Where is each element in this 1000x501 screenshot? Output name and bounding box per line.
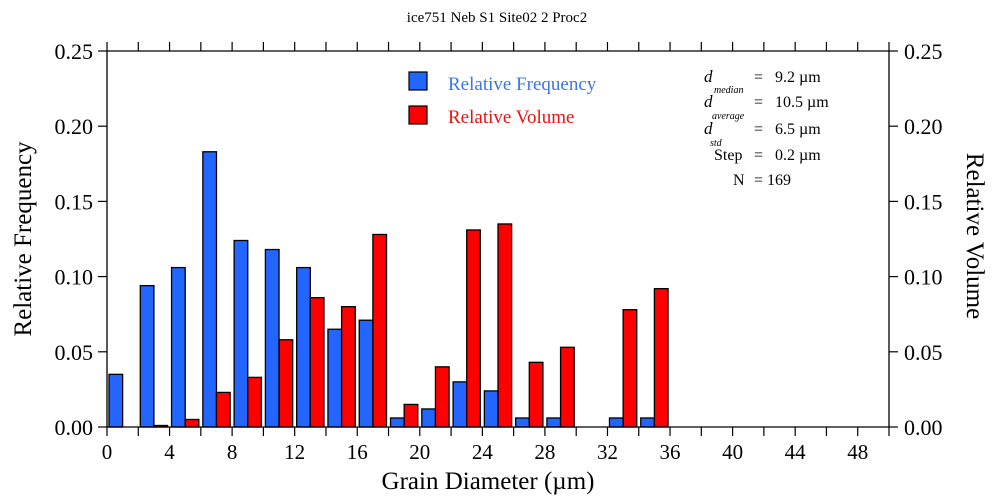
frequency-bar [452, 381, 468, 428]
frequency-bar [327, 328, 343, 428]
x-axis-label: Grain Diameter (µm) [382, 468, 595, 495]
x-tick-label: 36 [660, 440, 681, 464]
legend-swatch-volume [408, 105, 428, 125]
stat-average-symbol: d [704, 92, 713, 111]
bars-layer [108, 151, 669, 428]
x-tick-label: 20 [409, 440, 430, 464]
y2-tick-label: 0.10 [904, 265, 943, 290]
volume-bar [278, 339, 294, 428]
x-tick-label: 12 [284, 440, 305, 464]
frequency-bar [640, 417, 656, 428]
x-tick-label: 28 [534, 440, 555, 464]
stat-n-symbol: N [733, 172, 745, 189]
frequency-bar [514, 417, 530, 428]
stat-median-value: 9.2 µm [775, 69, 821, 86]
frequency-bar [546, 417, 562, 428]
y-axis-label: Relative Frequency [10, 141, 37, 337]
y-tick-label: 0.10 [55, 265, 94, 290]
legend-label-volume: Relative Volume [448, 107, 574, 128]
frequency-bar [139, 284, 155, 428]
stat-std-eq: = [754, 121, 763, 138]
y2-tick-label: 0.15 [904, 189, 943, 214]
x-tick-label: 0 [102, 440, 113, 464]
y-tick-label: 0.20 [55, 114, 94, 139]
legend: Relative Frequency Relative Volume [408, 71, 597, 128]
frequency-bar [389, 417, 405, 428]
y2-tick-label: 0.00 [904, 415, 943, 440]
volume-bar [215, 391, 231, 428]
x-tick-label: 16 [347, 440, 368, 464]
x-tick-label: 48 [847, 440, 868, 464]
volume-bar [403, 403, 419, 428]
stat-step-eq: = [754, 147, 763, 164]
frequency-bar [264, 248, 280, 428]
volume-bar [434, 366, 450, 428]
frequency-bar [608, 417, 624, 428]
stat-median-eq: = [754, 69, 763, 86]
frequency-bar [202, 151, 218, 428]
volume-bar [247, 376, 263, 428]
x-tick-label: 4 [164, 440, 175, 464]
axes-layer: 0 4 8 12 16 20 24 28 32 36 40 44 480.00 0.000.05 0.050… [55, 39, 943, 464]
frequency-bar [170, 266, 186, 428]
stats-box: d median = 9.2 µm d average = 10.5 µm d … [704, 67, 829, 189]
frequency-bar [421, 408, 437, 428]
volume-bar [528, 361, 544, 428]
volume-bar [622, 309, 638, 428]
x-tick-label: 8 [227, 440, 238, 464]
stat-std-symbol: d [704, 119, 713, 138]
volume-bar [653, 287, 669, 428]
volume-bar [466, 229, 482, 428]
stat-step-value: 0.2 µm [775, 147, 821, 164]
frequency-bar [296, 266, 311, 428]
volume-bar [497, 223, 513, 428]
legend-label-frequency: Relative Frequency [448, 74, 597, 95]
stat-average-subscript: average [712, 111, 745, 122]
x-tick-label: 32 [597, 440, 618, 464]
y-tick-label: 0.25 [55, 39, 94, 64]
frequency-bar [483, 390, 499, 428]
stat-n-eq: = [754, 172, 763, 189]
volume-bar [184, 418, 200, 428]
stat-average-eq: = [754, 94, 763, 111]
frequency-bar [108, 373, 124, 428]
stat-std-value: 6.5 µm [775, 121, 821, 138]
volume-bar [559, 346, 575, 428]
y2-tick-label: 0.20 [904, 114, 943, 139]
frequency-bar [358, 319, 374, 428]
y2-axis-label: Relative Volume [961, 153, 988, 319]
legend-swatch-frequency [408, 71, 428, 91]
stat-median-subscript: median [714, 85, 743, 96]
stat-step-symbol: Step [714, 147, 742, 164]
stat-median-symbol: d [704, 67, 713, 86]
volume-bar [309, 297, 325, 428]
y2-tick-label: 0.25 [904, 39, 943, 64]
x-tick-label: 44 [785, 440, 807, 464]
chart-title: ice751 Neb S1 Site02 2 Proc2 [407, 10, 587, 26]
stat-average-value: 10.5 µm [775, 94, 829, 111]
x-tick-label: 40 [722, 440, 743, 464]
volume-bar [340, 306, 356, 428]
x-tick-label: 24 [472, 440, 494, 464]
stat-n-value: 169 [767, 172, 791, 189]
y2-tick-label: 0.05 [904, 340, 943, 365]
y-tick-label: 0.00 [55, 415, 94, 440]
y-tick-label: 0.15 [55, 189, 94, 214]
volume-bar [372, 233, 388, 428]
y-tick-label: 0.05 [55, 340, 94, 365]
stat-std-subscript: std [710, 138, 723, 149]
frequency-bar [233, 239, 249, 428]
